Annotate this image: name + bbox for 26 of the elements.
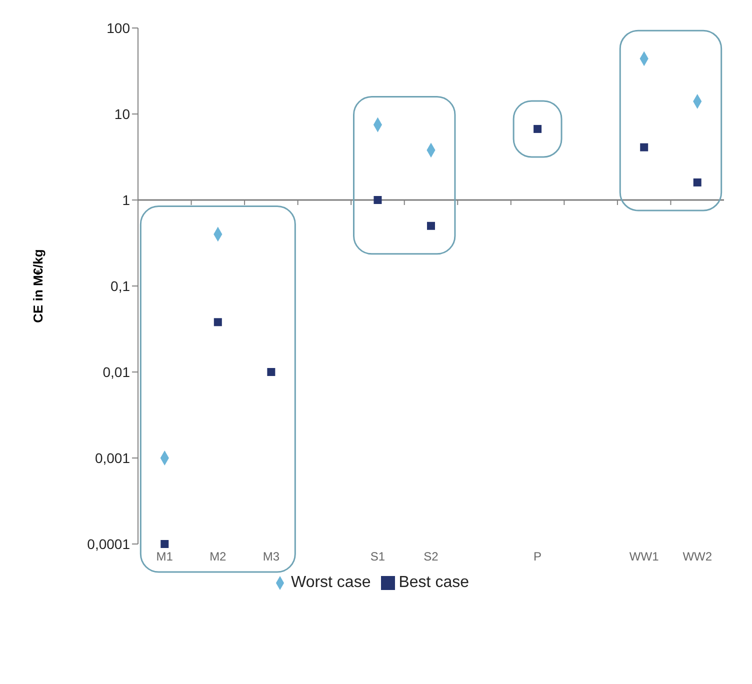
point [267, 368, 276, 376]
point [693, 178, 702, 186]
x-tick-label: P [534, 550, 542, 564]
x-tick-label: WW1 [629, 550, 660, 564]
y-tick-label: 10 [114, 106, 130, 122]
y-tick-label: 0,0001 [87, 536, 130, 552]
x-tick-label: S2 [424, 550, 439, 564]
legend-label: Best case [398, 574, 469, 591]
x-tick-label: M1 [156, 550, 174, 564]
x-tick-label: M3 [262, 550, 280, 564]
point [640, 143, 648, 152]
point [214, 318, 222, 326]
point [427, 222, 435, 230]
y-tick-label: 0,01 [102, 364, 130, 380]
point [160, 540, 169, 548]
y-tick-label: 0,001 [94, 450, 130, 466]
x-tick-label: S1 [370, 550, 386, 564]
point [374, 196, 382, 204]
x-tick-label: M2 [210, 550, 227, 564]
y-axis-title: CE in M€/kg [30, 249, 46, 323]
legend-label: Worst case [291, 574, 371, 591]
y-tick-label: 0,1 [110, 278, 130, 294]
y-tick-label: 100 [106, 20, 130, 36]
y-tick-label: 1 [122, 192, 130, 208]
x-tick-label: WW2 [682, 550, 712, 564]
point [534, 124, 542, 133]
